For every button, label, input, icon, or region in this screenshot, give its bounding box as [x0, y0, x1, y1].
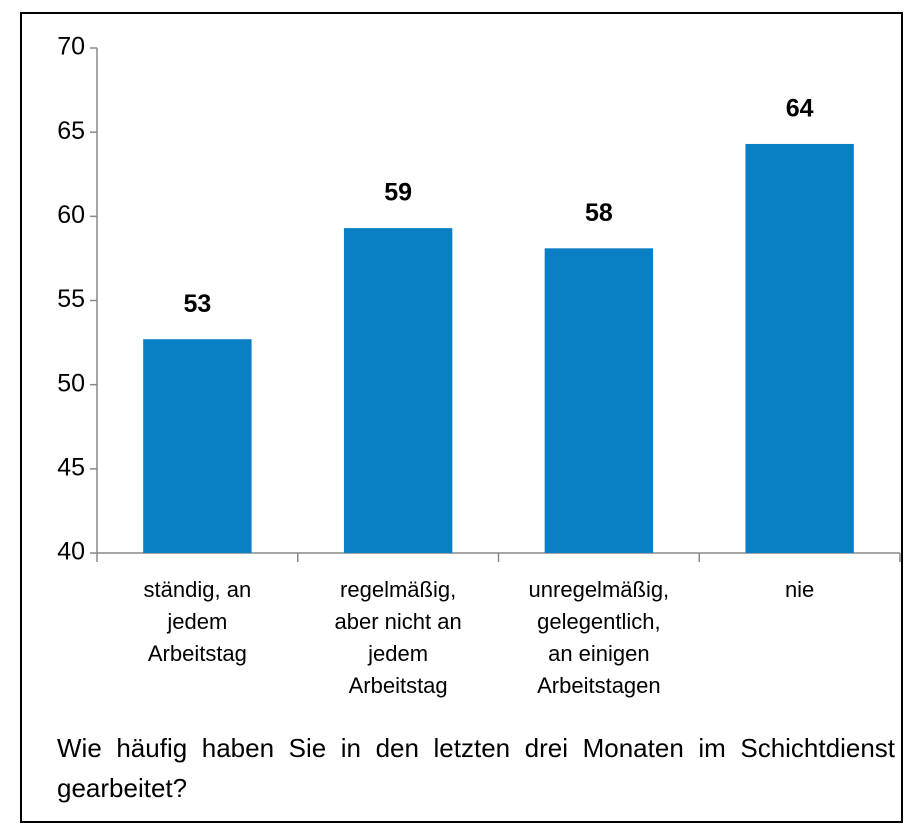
y-tick-label: 55 [57, 285, 85, 313]
x-tick-label: jedem [166, 609, 227, 634]
x-tick-label: ständig, an [144, 577, 252, 602]
y-tick-label: 60 [57, 201, 85, 229]
data-label: 64 [786, 95, 814, 123]
x-tick-label: an einigen [548, 641, 650, 666]
x-tick-label: nie [785, 577, 814, 602]
y-tick-label: 70 [57, 33, 85, 61]
x-tick-label: Arbeitstag [349, 673, 448, 698]
bar [544, 248, 654, 554]
bar [343, 228, 453, 553]
data-label: 59 [384, 179, 412, 207]
x-tick-label: aber nicht an [335, 609, 462, 634]
y-tick-label: 40 [57, 538, 85, 566]
x-tick-label: regelmäßig, [340, 577, 456, 602]
x-tick-label: jedem [367, 641, 428, 666]
data-label: 58 [585, 199, 613, 227]
bar [745, 143, 854, 553]
data-label: 53 [183, 290, 211, 318]
y-tick-label: 45 [57, 453, 85, 481]
chart-title: Wie häufig haben Sie in den letzten drei… [57, 733, 895, 803]
bar [143, 339, 252, 553]
x-tick-label: gelegentlich, [537, 609, 661, 634]
x-tick-label: Arbeitstagen [537, 673, 661, 698]
chart-frame [20, 12, 903, 823]
y-tick-label: 50 [57, 369, 85, 397]
y-tick-label: 65 [57, 117, 85, 145]
x-tick-label: Arbeitstag [148, 641, 247, 666]
x-tick-label: unregelmäßig, [529, 577, 670, 602]
